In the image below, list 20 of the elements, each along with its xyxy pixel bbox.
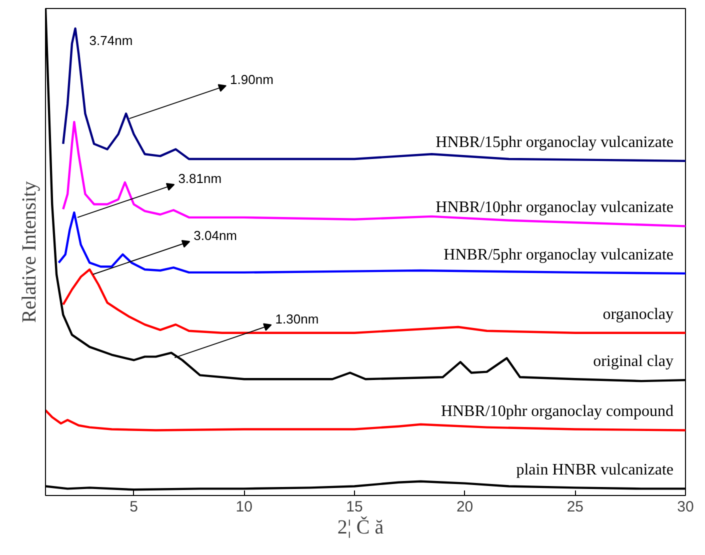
series-label: HNBR/15phr organoclay vulcanizate [436,134,674,151]
x-tick-label: 30 [677,498,694,516]
x-tick-label: 25 [566,498,584,516]
annotation: 1.90nm [230,72,274,88]
series-label: HNBR/5phr organoclay vulcanizate [444,246,674,264]
y-axis-title: Relative Intensity [18,181,40,323]
x-tick-label: 5 [130,498,138,516]
annotation: 3.74nm [89,32,133,48]
series-label: organoclay [602,306,674,323]
x-tick-label: 10 [236,498,252,516]
annotation: 1.30nm [275,311,319,326]
annotation: 3.81nm [178,171,222,186]
x-tick-label: 15 [346,498,363,516]
series-label: plain HNBR vulcanizate [516,462,674,479]
series-label: HNBR/10phr organoclay vulcanizate [436,199,674,216]
x-tick-label: 20 [456,498,474,516]
x-axis-title: 2¦ Č ă [337,516,384,538]
series-label: original clay [593,353,674,370]
annotation: 3.04nm [194,228,238,244]
series-label: HNBR/10phr organoclay compound [440,403,674,420]
